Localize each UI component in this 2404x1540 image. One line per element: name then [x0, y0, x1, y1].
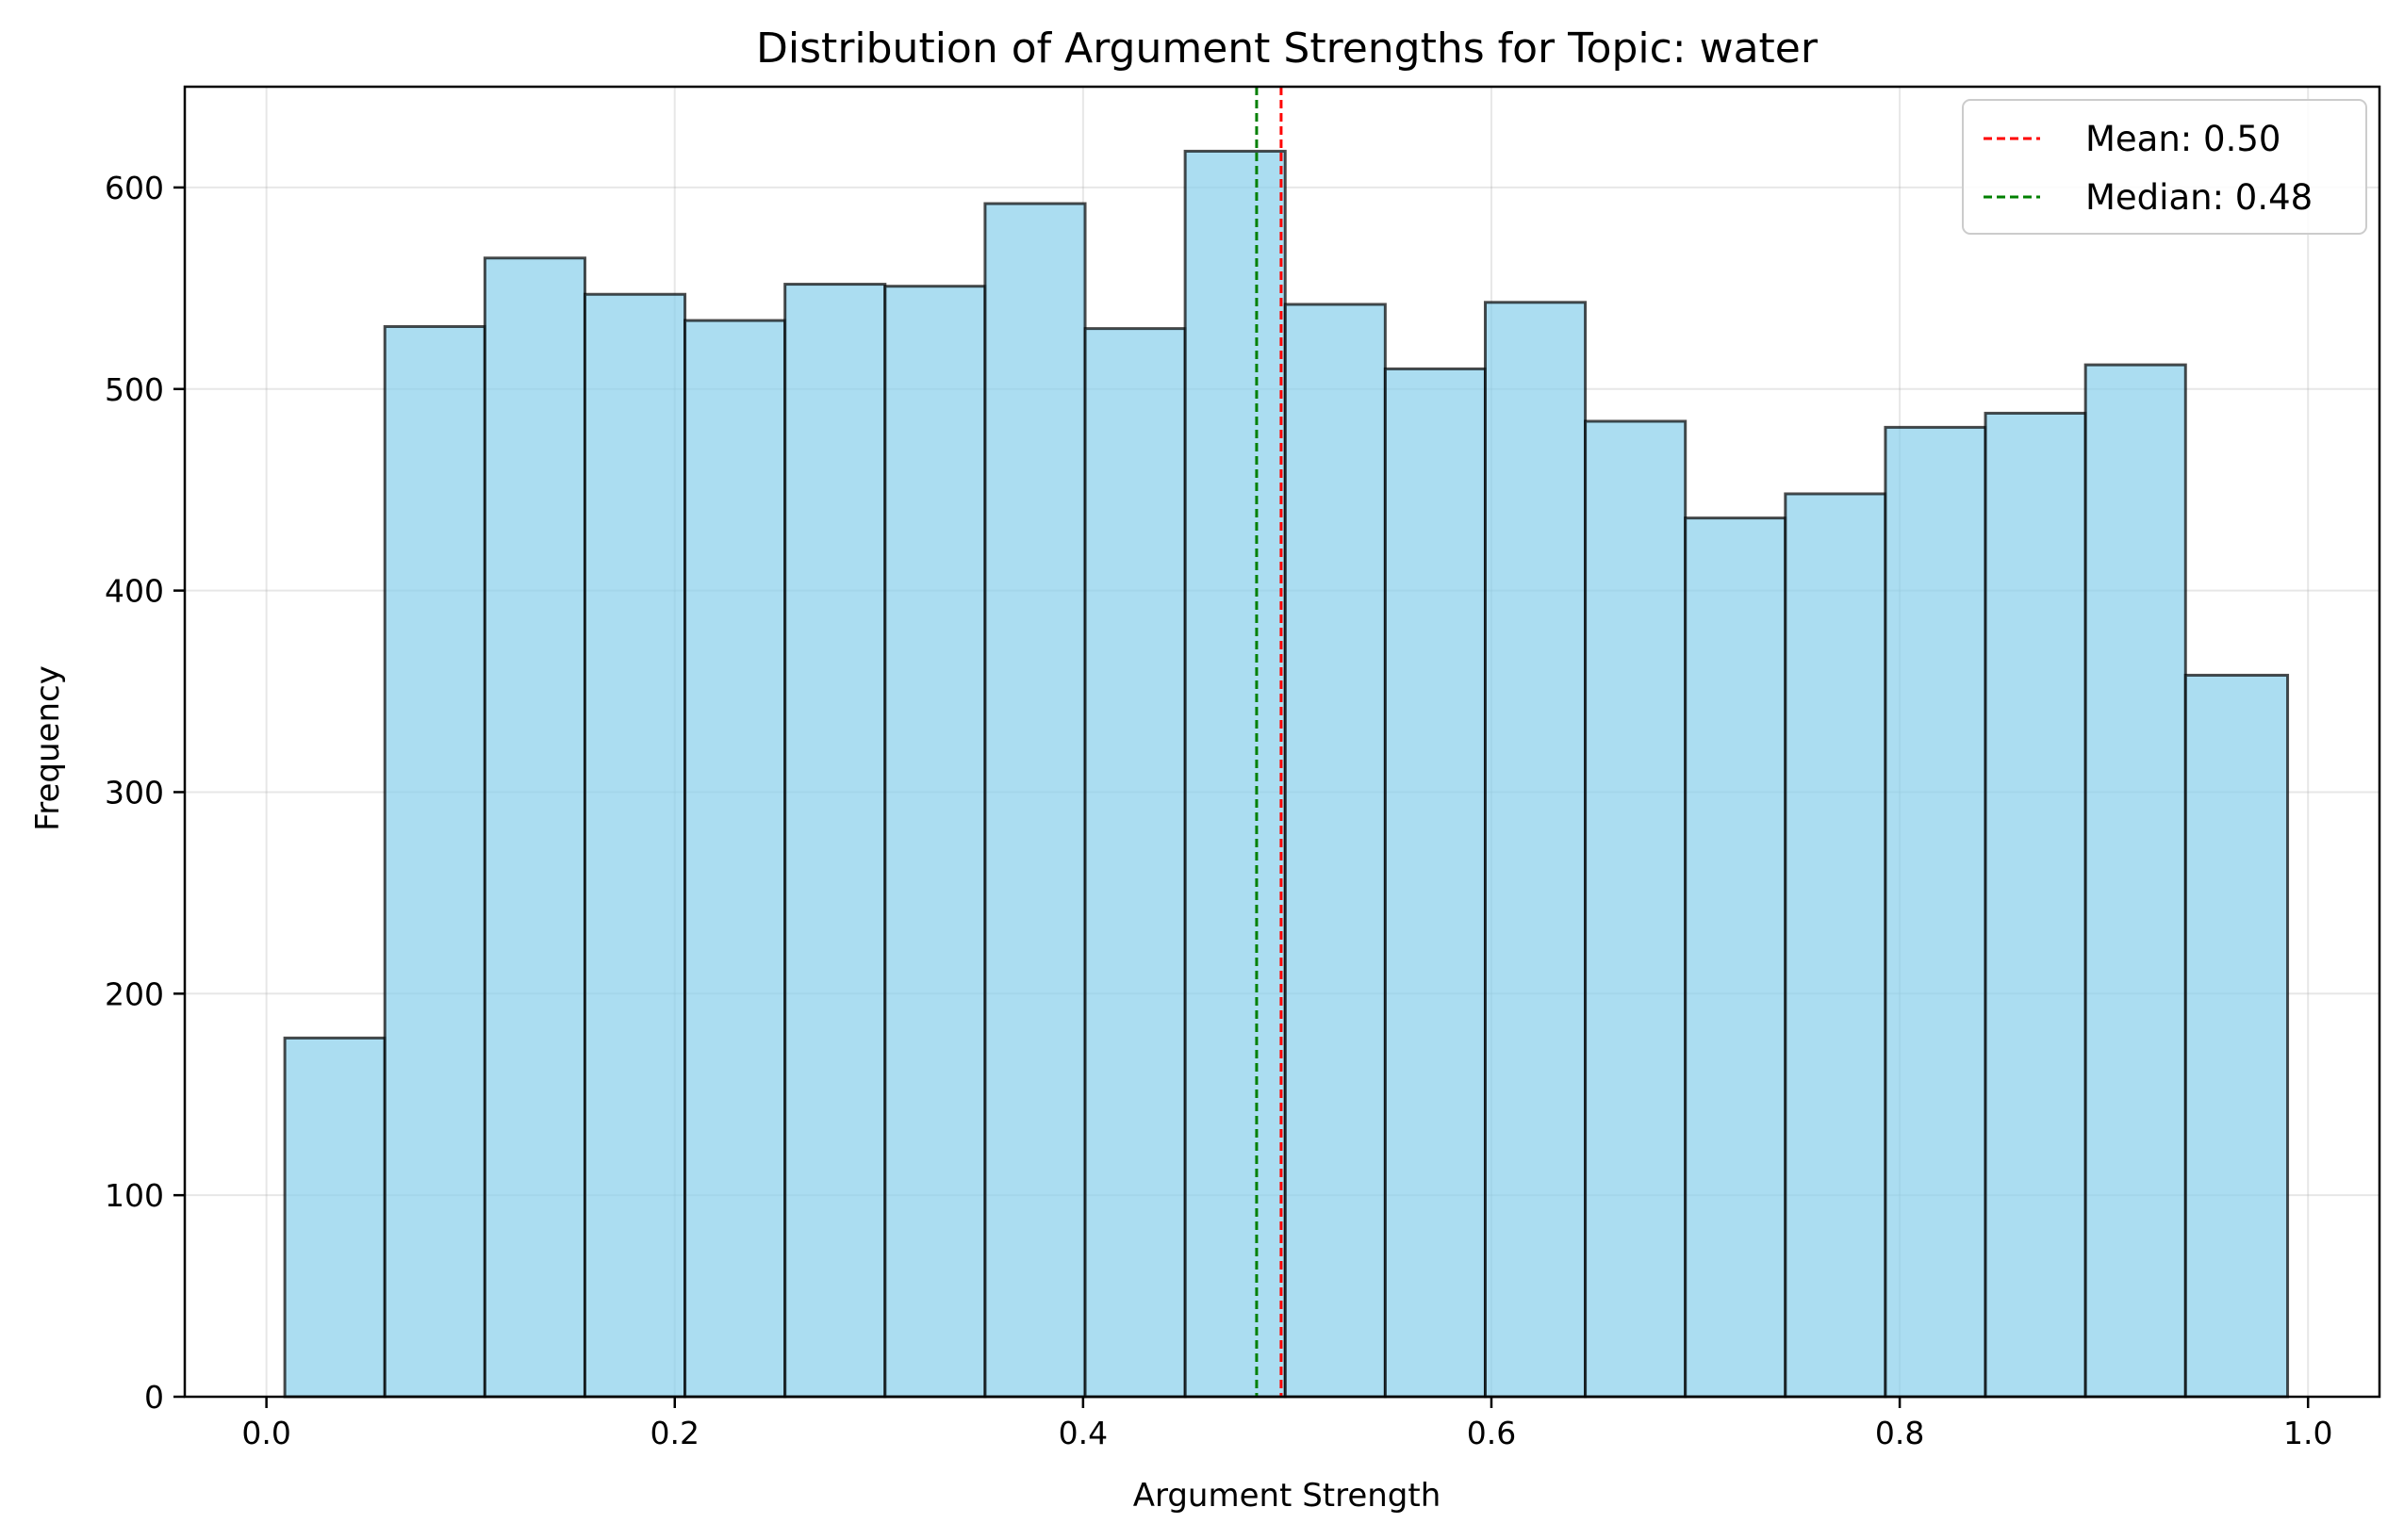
y-tick-label: 0	[144, 1379, 164, 1416]
legend-box	[1962, 99, 2367, 235]
histogram-bar	[1884, 425, 1987, 1399]
y-axis-label: Frequency	[29, 665, 67, 831]
x-tick-label: 1.0	[2283, 1415, 2332, 1451]
histogram-bar	[983, 202, 1087, 1399]
histogram-bar	[383, 324, 486, 1399]
legend-median-label: Median: 0.48	[2085, 177, 2313, 218]
chart-title: Distribution of Argument Strengths for T…	[756, 25, 1819, 73]
histogram-bar	[283, 1036, 387, 1399]
y-tick-label: 500	[105, 371, 164, 408]
x-axis-label: Argument Strength	[1133, 1477, 1441, 1515]
axis-ticks: 0.0 0.2 0.4 0.6 0.8 1.0 0 100 200 300 400 500 600	[105, 170, 2332, 1451]
histogram-bar	[883, 285, 987, 1399]
x-tick-label: 0.6	[1467, 1415, 1516, 1451]
histogram-bar	[1483, 301, 1588, 1399]
histogram-bar	[1984, 411, 2087, 1399]
histogram-bar	[1183, 149, 1287, 1399]
x-tick-label: 0.8	[1875, 1415, 1924, 1451]
x-tick-label: 0.4	[1059, 1415, 1108, 1451]
histogram-bar	[1584, 419, 1688, 1399]
histogram-bar	[1684, 516, 1787, 1399]
histogram-bars	[283, 149, 2290, 1399]
histogram-bar	[2083, 363, 2187, 1399]
histogram-bar	[483, 256, 586, 1399]
legend: Mean: 0.50 Median: 0.48	[1962, 99, 2367, 235]
histogram-bar	[1383, 367, 1487, 1399]
x-tick-label: 0.0	[241, 1415, 290, 1451]
y-tick-label: 300	[105, 774, 164, 811]
reference-lines	[1255, 87, 1283, 1397]
y-tick-label: 600	[105, 170, 164, 206]
plot-frame	[183, 85, 2381, 1399]
y-tick-label: 400	[105, 573, 164, 610]
y-tick-label: 200	[105, 975, 164, 1012]
histogram-bar	[1283, 303, 1387, 1399]
histogram-bar	[1083, 327, 1187, 1399]
histogram-bar	[2183, 673, 2290, 1399]
histogram-bar	[1784, 492, 1887, 1399]
histogram-bar	[583, 292, 687, 1399]
y-tick-label: 100	[105, 1177, 164, 1214]
histogram-bar	[683, 319, 787, 1399]
histogram-bar	[783, 283, 887, 1399]
x-tick-label: 0.2	[650, 1415, 699, 1451]
legend-mean-label: Mean: 0.50	[2085, 119, 2281, 159]
